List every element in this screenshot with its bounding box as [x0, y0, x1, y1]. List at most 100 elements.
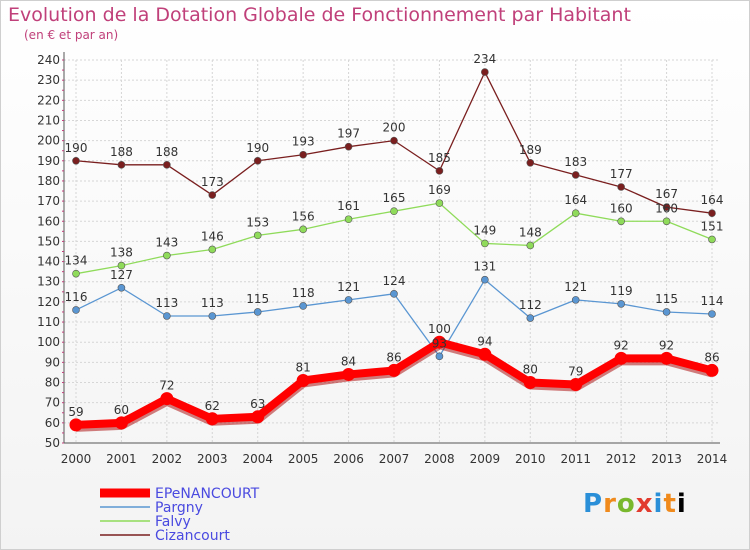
data-point: [205, 412, 219, 426]
data-point: [299, 225, 307, 234]
data-label: 60: [114, 403, 129, 417]
data-point: [481, 68, 489, 76]
data-point: [617, 217, 625, 226]
data-point: [69, 418, 83, 432]
data-label: 59: [68, 405, 83, 419]
y-tick-label: 120: [37, 295, 60, 309]
data-label: 92: [659, 338, 674, 352]
data-point: [481, 275, 489, 284]
data-point: [705, 363, 719, 377]
y-tick-label: 130: [37, 275, 60, 289]
y-tick-label: 80: [45, 376, 60, 390]
data-label: 160: [655, 201, 678, 215]
data-label: 114: [701, 294, 724, 308]
data-label: 138: [110, 246, 133, 260]
data-label: 121: [564, 280, 587, 294]
data-point: [432, 335, 446, 349]
data-label: 183: [564, 155, 587, 169]
x-tick-label: 2006: [333, 452, 364, 466]
data-point: [299, 150, 307, 159]
data-label: 200: [383, 121, 406, 135]
data-point: [481, 239, 489, 248]
data-point: [72, 306, 80, 314]
data-point: [662, 217, 671, 226]
y-tick-label: 170: [37, 194, 60, 208]
legend-label: Falvy: [155, 514, 191, 530]
y-tick-label: 150: [37, 234, 60, 248]
y-tick-label: 190: [37, 154, 60, 168]
data-point: [251, 410, 265, 424]
tick-labels: 50 60 70 80 90 100 110 120 130 140 150 160 170 180 190…: [37, 53, 727, 466]
data-label: 177: [610, 167, 633, 181]
data-point: [435, 167, 444, 175]
logo-letter: t: [663, 489, 677, 519]
y-tick-label: 160: [37, 214, 60, 228]
data-point: [160, 392, 174, 406]
data-point: [342, 367, 356, 381]
data-point: [662, 308, 671, 316]
y-tick-label: 100: [37, 335, 60, 349]
data-label: 86: [386, 350, 401, 364]
legend-label: EPeNANCOURT: [155, 486, 260, 502]
data-point: [163, 312, 171, 320]
data-label: 93: [432, 336, 447, 350]
data-point: [208, 245, 217, 254]
y-tick-label: 140: [37, 255, 60, 269]
data-point: [571, 171, 580, 179]
data-label: 86: [704, 350, 719, 364]
data-point: [117, 283, 126, 292]
data-point: [253, 231, 262, 240]
x-tick-label: 2008: [424, 452, 455, 466]
data-label: 161: [337, 199, 360, 213]
data-labels: 190 188 188 173 190 193 197 200 185 234 189 183 177 1…: [65, 52, 724, 419]
logo-letter: i: [653, 489, 664, 519]
data-label: 80: [523, 363, 538, 377]
data-point: [344, 296, 353, 304]
data-label: 151: [701, 219, 724, 233]
data-point: [390, 290, 398, 298]
x-tick-label: 2003: [197, 452, 228, 466]
data-label: 169: [428, 183, 451, 197]
data-label: 94: [477, 334, 492, 348]
data-point: [390, 136, 398, 145]
y-tick-label: 230: [37, 73, 60, 87]
data-label: 189: [519, 143, 542, 157]
data-point: [708, 235, 716, 244]
data-label: 167: [655, 187, 678, 201]
data-label: 116: [65, 290, 88, 304]
data-label: 153: [246, 215, 269, 229]
series-group: [69, 68, 719, 432]
x-tick-label: 2013: [651, 452, 682, 466]
data-label: 188: [110, 145, 133, 159]
data-point: [296, 374, 310, 388]
data-point: [117, 261, 126, 270]
data-point: [344, 215, 353, 224]
data-label: 193: [292, 135, 315, 149]
data-point: [208, 191, 217, 199]
logo-letter: i: [676, 489, 687, 519]
data-point: [617, 300, 625, 308]
x-tick-label: 2012: [606, 452, 637, 466]
data-point: [660, 351, 674, 365]
y-tick-label: 90: [45, 355, 60, 369]
data-label: 165: [383, 191, 406, 205]
data-label: 113: [201, 296, 224, 310]
data-label: 185: [428, 151, 451, 165]
data-point: [526, 314, 535, 322]
x-tick-label: 2001: [106, 452, 137, 466]
data-label: 81: [296, 361, 311, 375]
logo-letter: o: [616, 489, 636, 519]
logo-letter: x: [635, 489, 654, 519]
y-tick-label: 240: [37, 53, 60, 67]
data-label: 148: [519, 225, 542, 239]
data-point: [662, 203, 671, 211]
data-label: 131: [473, 260, 496, 274]
data-label: 146: [201, 229, 224, 243]
data-label: 115: [655, 292, 678, 306]
data-point: [253, 156, 262, 165]
data-point: [708, 209, 716, 217]
y-tick-label: 220: [37, 93, 60, 107]
